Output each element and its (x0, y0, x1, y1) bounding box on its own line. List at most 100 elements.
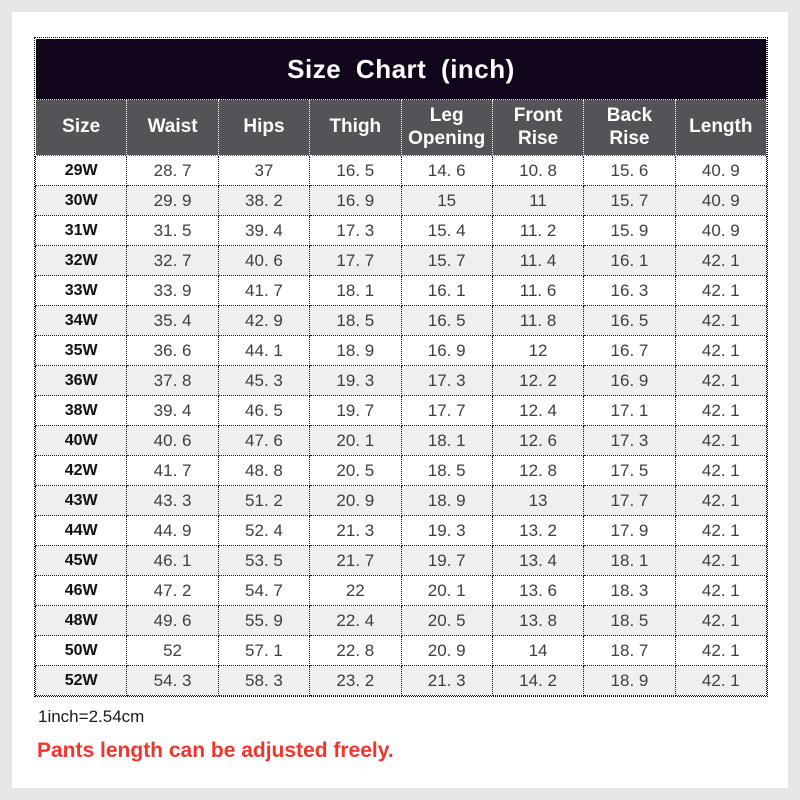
value-cell: 10. 8 (491, 155, 585, 186)
value-cell: 13. 2 (491, 515, 585, 546)
value-cell: 36. 6 (126, 335, 219, 366)
value-cell: 54. 3 (126, 665, 219, 696)
size-cell: 52W (34, 665, 128, 696)
table-row: 35W 36. 6 44. 1 18. 9 16. 9 12 16. 7 42. 1 (34, 335, 768, 366)
value-cell: 19. 3 (309, 365, 402, 396)
table-row: 31W 31. 5 39. 4 17. 3 15. 4 11. 2 15. 9 40. 9 (34, 215, 768, 246)
value-cell: 44. 1 (217, 335, 311, 366)
value-cell: 13 (491, 485, 585, 516)
value-cell: 42. 1 (674, 365, 768, 396)
value-cell: 37 (217, 155, 311, 186)
value-cell: 38. 2 (217, 185, 311, 216)
size-cell: 33W (34, 275, 128, 306)
value-cell: 18. 1 (309, 275, 402, 306)
value-cell: 16. 9 (400, 335, 493, 366)
value-cell: 42. 1 (674, 395, 768, 426)
value-cell: 17. 3 (309, 215, 402, 246)
value-cell: 15. 9 (583, 215, 676, 246)
size-cell: 31W (34, 215, 128, 246)
value-cell: 42. 1 (674, 275, 768, 306)
value-cell: 40. 9 (674, 215, 768, 246)
size-cell: 44W (34, 515, 128, 546)
value-cell: 16. 5 (400, 305, 493, 336)
value-cell: 46. 5 (217, 395, 311, 426)
value-cell: 18. 1 (583, 545, 676, 576)
value-cell: 42. 9 (217, 305, 311, 336)
value-cell: 22 (309, 575, 402, 606)
size-cell: 36W (34, 365, 128, 396)
value-cell: 42. 1 (674, 245, 768, 276)
value-cell: 20. 1 (400, 575, 493, 606)
column-header: Hips (217, 99, 311, 156)
value-cell: 19. 7 (309, 395, 402, 426)
column-header: Leg Opening (400, 99, 493, 156)
value-cell: 11. 8 (491, 305, 585, 336)
value-cell: 18. 9 (309, 335, 402, 366)
size-cell: 42W (34, 455, 128, 486)
size-cell: 34W (34, 305, 128, 336)
table-row: 30W 29. 9 38. 2 16. 9 15 11 15. 7 40. 9 (34, 185, 768, 216)
value-cell: 42. 1 (674, 425, 768, 456)
value-cell: 46. 1 (126, 545, 219, 576)
value-cell: 15 (400, 185, 493, 216)
value-cell: 16. 9 (583, 365, 676, 396)
table-row: 40W 40. 6 47. 6 20. 1 18. 1 12. 6 17. 3 42. 1 (34, 425, 768, 456)
column-header: Back Rise (583, 99, 676, 156)
table-row: 42W 41. 7 48. 8 20. 5 18. 5 12. 8 17. 5 42. 1 (34, 455, 768, 486)
table-row: 29W 28. 7 37 16. 5 14. 6 10. 8 15. 6 40. 9 (34, 155, 768, 186)
value-cell: 16. 9 (309, 185, 402, 216)
value-cell: 12. 8 (491, 455, 585, 486)
value-cell: 15. 4 (400, 215, 493, 246)
value-cell: 41. 7 (126, 455, 219, 486)
value-cell: 13. 6 (491, 575, 585, 606)
value-cell: 19. 3 (400, 515, 493, 546)
table-row: 45W 46. 1 53. 5 21. 7 19. 7 13. 4 18. 1 42. 1 (34, 545, 768, 576)
column-header: Thigh (309, 99, 402, 156)
value-cell: 21. 3 (309, 515, 402, 546)
value-cell: 42. 1 (674, 575, 768, 606)
value-cell: 11 (491, 185, 585, 216)
column-header: Length (674, 99, 768, 156)
size-cell: 29W (34, 155, 128, 186)
size-cell: 38W (34, 395, 128, 426)
value-cell: 17. 7 (583, 485, 676, 516)
table-row: 32W 32. 7 40. 6 17. 7 15. 7 11. 4 16. 1 42. 1 (34, 245, 768, 276)
value-cell: 12. 6 (491, 425, 585, 456)
value-cell: 16. 1 (400, 275, 493, 306)
value-cell: 11. 6 (491, 275, 585, 306)
value-cell: 18. 5 (583, 605, 676, 636)
value-cell: 21. 3 (400, 665, 493, 696)
value-cell: 14 (491, 635, 585, 666)
value-cell: 31. 5 (126, 215, 219, 246)
table-row: 48W 49. 6 55. 9 22. 4 20. 5 13. 8 18. 5 42. 1 (34, 605, 768, 636)
value-cell: 18. 9 (400, 485, 493, 516)
value-cell: 17. 7 (400, 395, 493, 426)
value-cell: 17. 7 (309, 245, 402, 276)
value-cell: 22. 4 (309, 605, 402, 636)
page-title: Size Chart (inch) (35, 38, 767, 100)
value-cell: 20. 5 (309, 455, 402, 486)
value-cell: 18. 1 (400, 425, 493, 456)
value-cell: 40. 9 (674, 185, 768, 216)
size-cell: 32W (34, 245, 128, 276)
size-cell: 35W (34, 335, 128, 366)
value-cell: 13. 8 (491, 605, 585, 636)
value-cell: 18. 9 (583, 665, 676, 696)
unit-conversion-note: 1inch=2.54cm (38, 707, 145, 726)
value-cell: 29. 9 (126, 185, 219, 216)
value-cell: 42. 1 (674, 485, 768, 516)
value-cell: 16. 7 (583, 335, 676, 366)
table-row: 50W 52 57. 1 22. 8 20. 9 14 18. 7 42. 1 (34, 635, 768, 666)
column-header: Front Rise (491, 99, 585, 156)
value-cell: 17. 5 (583, 455, 676, 486)
value-cell: 16. 3 (583, 275, 676, 306)
value-cell: 43. 3 (126, 485, 219, 516)
table-body: 29W 28. 7 37 16. 5 14. 6 10. 8 15. 6 40. 9 30W 29… (34, 155, 768, 696)
size-cell: 40W (34, 425, 128, 456)
table-row: 36W 37. 8 45. 3 19. 3 17. 3 12. 2 16. 9 42. 1 (34, 365, 768, 396)
value-cell: 45. 3 (217, 365, 311, 396)
value-cell: 42. 1 (674, 305, 768, 336)
size-chart-card: Size Chart (inch) Size Waist Hips Thigh Leg … (12, 12, 788, 788)
value-cell: 20. 9 (309, 485, 402, 516)
